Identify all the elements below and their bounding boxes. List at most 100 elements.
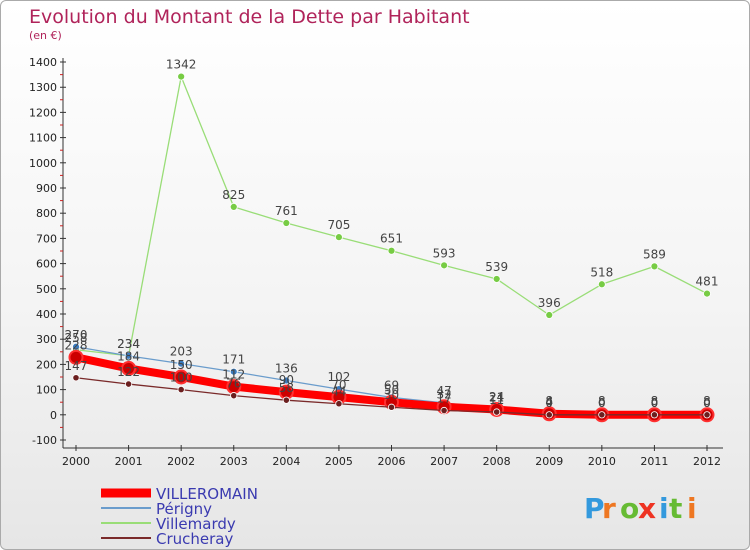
chart-title: Evolution du Montant de la Dette par Hab… bbox=[29, 6, 470, 28]
data-label-villemardy: 396 bbox=[538, 296, 561, 310]
data-point-crucheray bbox=[598, 411, 606, 419]
y-tick-label: 1200 bbox=[29, 106, 57, 119]
y-tick-label: 600 bbox=[36, 258, 57, 271]
data-label-crucheray: 30 bbox=[384, 388, 399, 402]
data-point-crucheray bbox=[177, 385, 185, 394]
y-tick-label: 500 bbox=[36, 283, 57, 296]
data-point-villemardy bbox=[492, 275, 501, 283]
data-label-villemardy: 539 bbox=[485, 260, 508, 274]
data-label-villeromain: 70 bbox=[331, 378, 346, 392]
data-point-villeromain bbox=[121, 360, 137, 376]
data-point-villemardy bbox=[703, 289, 711, 298]
y-tick-label: 800 bbox=[36, 207, 57, 220]
logo-letter: P bbox=[584, 492, 605, 525]
legend-label-perigny: Périgny bbox=[156, 500, 212, 518]
data-point-crucheray bbox=[282, 396, 290, 404]
data-point-perigny bbox=[229, 367, 238, 376]
x-tick-label: 2007 bbox=[430, 455, 458, 468]
logo-letter: i bbox=[687, 492, 697, 525]
x-tick-label: 2000 bbox=[62, 455, 90, 468]
data-label-villemardy: 589 bbox=[643, 247, 666, 261]
y-tick-label: 200 bbox=[36, 358, 57, 371]
logo-letter: i bbox=[659, 492, 669, 525]
data-label-villemardy: 651 bbox=[380, 232, 403, 246]
data-label-perigny: 47 bbox=[436, 384, 451, 398]
data-label-villeromain: 184 bbox=[117, 349, 140, 363]
data-label-villemardy: 825 bbox=[222, 188, 245, 202]
data-label-crucheray: 17 bbox=[436, 392, 451, 406]
data-point-villeromain bbox=[68, 349, 84, 365]
data-label-villeromain: 0 bbox=[598, 396, 606, 410]
y-tick-label: 1100 bbox=[29, 132, 57, 145]
x-tick-label: 2006 bbox=[378, 455, 406, 468]
data-label-villeromain: 32 bbox=[436, 388, 451, 402]
data-point-crucheray bbox=[650, 411, 659, 419]
data-label-crucheray: 0 bbox=[703, 396, 711, 410]
data-label-perigny: 8 bbox=[651, 394, 659, 408]
data-point-perigny bbox=[177, 359, 186, 368]
y-tick-label: 1300 bbox=[29, 81, 57, 94]
data-label-perigny: 24 bbox=[489, 390, 504, 404]
data-point-villemardy bbox=[282, 219, 291, 227]
data-label-crucheray: 147 bbox=[65, 359, 88, 373]
data-label-perigny: 8 bbox=[598, 394, 606, 408]
data-point-villemardy bbox=[650, 262, 659, 271]
data-label-perigny: 69 bbox=[384, 378, 399, 392]
data-point-crucheray bbox=[545, 411, 553, 419]
data-label-perigny: 102 bbox=[327, 370, 350, 384]
logo-letter: x bbox=[638, 492, 656, 525]
data-label-villemardy: 761 bbox=[275, 204, 298, 218]
y-tick-label: 900 bbox=[36, 182, 57, 195]
y-tick-label: 0 bbox=[50, 409, 57, 422]
legend-label-villeromain: VILLEROMAIN bbox=[156, 485, 258, 503]
data-point-villeromain bbox=[173, 369, 189, 385]
x-tick-label: 2005 bbox=[325, 455, 353, 468]
data-label-villemardy: 1342 bbox=[166, 58, 197, 72]
y-tick-label: 700 bbox=[36, 232, 57, 245]
data-label-crucheray: 58 bbox=[279, 381, 294, 395]
data-label-villemardy: 481 bbox=[696, 275, 719, 289]
data-point-crucheray bbox=[493, 408, 501, 416]
data-label-perigny: 203 bbox=[170, 345, 193, 359]
data-point-crucheray bbox=[335, 400, 343, 408]
data-label-crucheray: 0 bbox=[598, 396, 606, 410]
data-point-crucheray bbox=[440, 406, 448, 415]
y-tick-label: 300 bbox=[36, 333, 57, 346]
x-tick-label: 2009 bbox=[535, 455, 563, 468]
data-label-perigny: 8 bbox=[545, 394, 553, 408]
data-label-crucheray: 0 bbox=[651, 396, 659, 410]
x-tick-label: 2001 bbox=[115, 455, 143, 468]
data-label-perigny: 234 bbox=[117, 337, 140, 351]
data-label-villemardy: 518 bbox=[590, 265, 613, 279]
x-tick-label: 2011 bbox=[640, 455, 668, 468]
data-label-villeromain: 4 bbox=[545, 395, 553, 409]
data-label-villemardy: 593 bbox=[433, 246, 456, 260]
data-point-villemardy bbox=[597, 280, 606, 289]
data-label-villeromain: 21 bbox=[489, 391, 504, 405]
data-label-crucheray: 76 bbox=[226, 377, 241, 391]
data-point-perigny bbox=[282, 376, 291, 385]
data-label-crucheray: 44 bbox=[331, 385, 346, 399]
data-point-villemardy bbox=[177, 72, 186, 81]
data-label-villeromain: 150 bbox=[170, 358, 193, 372]
logo-letter: o bbox=[620, 492, 639, 525]
data-label-perigny: 171 bbox=[222, 353, 245, 367]
data-label-villeromain: 228 bbox=[65, 338, 88, 352]
x-tick-label: 2008 bbox=[483, 455, 511, 468]
data-label-villeromain: 0 bbox=[651, 396, 659, 410]
x-tick-label: 2002 bbox=[167, 455, 195, 468]
data-label-perigny: 270 bbox=[65, 328, 88, 342]
x-tick-label: 2012 bbox=[693, 455, 721, 468]
data-point-villemardy bbox=[335, 233, 343, 242]
data-point-villemardy bbox=[229, 202, 238, 211]
data-point-villemardy bbox=[440, 261, 448, 270]
data-point-perigny bbox=[124, 351, 133, 360]
data-label-perigny: 136 bbox=[275, 362, 298, 376]
logo-letter: r bbox=[602, 492, 616, 525]
data-point-crucheray bbox=[72, 374, 80, 382]
series-line-villemardy bbox=[75, 75, 708, 357]
legend-label-villemardy: Villemardy bbox=[156, 515, 236, 533]
data-label-villeromain: 90 bbox=[279, 373, 294, 387]
data-label-perigny: 8 bbox=[703, 394, 711, 408]
